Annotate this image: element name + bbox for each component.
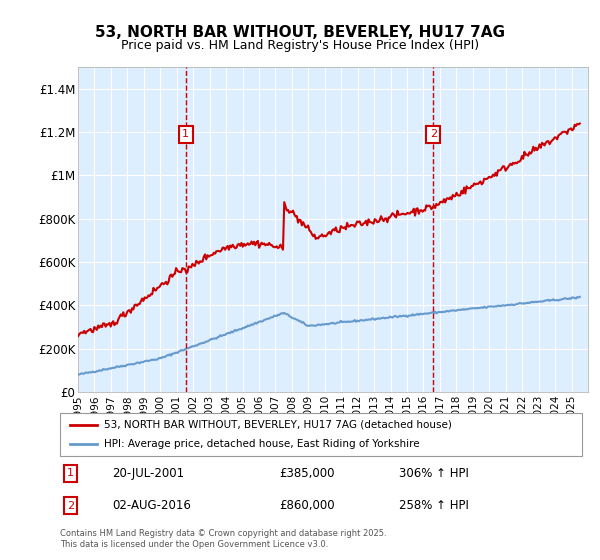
Text: Contains HM Land Registry data © Crown copyright and database right 2025.
This d: Contains HM Land Registry data © Crown c… [60, 529, 386, 549]
Text: Price paid vs. HM Land Registry's House Price Index (HPI): Price paid vs. HM Land Registry's House … [121, 39, 479, 52]
Text: 02-AUG-2016: 02-AUG-2016 [112, 499, 191, 512]
Text: 53, NORTH BAR WITHOUT, BEVERLEY, HU17 7AG (detached house): 53, NORTH BAR WITHOUT, BEVERLEY, HU17 7A… [104, 420, 452, 430]
Text: 258% ↑ HPI: 258% ↑ HPI [400, 499, 469, 512]
Text: 2: 2 [430, 129, 437, 139]
Text: 306% ↑ HPI: 306% ↑ HPI [400, 467, 469, 480]
Text: 1: 1 [182, 129, 189, 139]
Text: 1: 1 [67, 468, 74, 478]
FancyBboxPatch shape [60, 413, 582, 456]
Text: £860,000: £860,000 [279, 499, 335, 512]
Text: 20-JUL-2001: 20-JUL-2001 [112, 467, 184, 480]
Text: HPI: Average price, detached house, East Riding of Yorkshire: HPI: Average price, detached house, East… [104, 439, 420, 449]
Text: 53, NORTH BAR WITHOUT, BEVERLEY, HU17 7AG: 53, NORTH BAR WITHOUT, BEVERLEY, HU17 7A… [95, 25, 505, 40]
Text: £385,000: £385,000 [279, 467, 335, 480]
Text: 2: 2 [67, 501, 74, 511]
